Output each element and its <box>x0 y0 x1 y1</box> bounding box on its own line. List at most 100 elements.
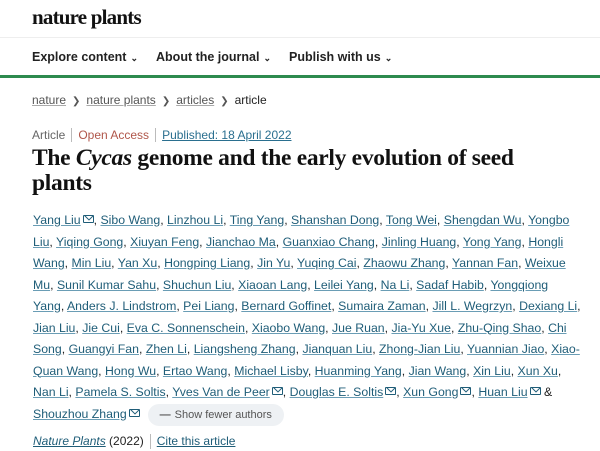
divider <box>149 433 151 449</box>
cite-article-link[interactable]: Cite this article <box>156 434 236 448</box>
author-link[interactable]: Pamela S. Soltis <box>75 385 166 399</box>
author-link[interactable]: Yongbo Liu <box>33 213 570 249</box>
divider <box>71 128 73 142</box>
chevron-down-icon: ⌄ <box>263 52 272 63</box>
author-link[interactable]: Zhong-Jian Liu <box>379 342 461 356</box>
author-link[interactable]: Xun Gong <box>403 385 459 399</box>
mail-icon[interactable] <box>271 387 283 395</box>
breadcrumb: nature ❯ nature plants ❯ articles ❯ article <box>0 78 600 107</box>
chevron-down-icon: ⌄ <box>130 52 139 63</box>
chevron-down-icon: ⌄ <box>384 52 393 63</box>
author-link[interactable]: Shuchun Liu <box>162 277 232 292</box>
mail-icon[interactable] <box>529 387 541 395</box>
author-link[interactable]: Xiaobo Wang <box>251 320 326 335</box>
author-link[interactable]: Yang Liu <box>33 213 81 227</box>
author-link[interactable]: Min Liu <box>71 256 112 270</box>
author-link[interactable]: Leilei Yang <box>314 277 374 292</box>
author-link[interactable]: Sunil Kumar Sahu <box>56 277 157 292</box>
and-separator: & <box>543 385 553 399</box>
author-link[interactable]: Linzhou Li <box>167 213 224 227</box>
author-link[interactable]: Huanming Yang <box>314 363 402 378</box>
author-link[interactable]: Nan Li <box>33 385 69 399</box>
nav-publish-with-us[interactable]: Publish with us ⌄ <box>289 50 392 64</box>
breadcrumb-nature-plants[interactable]: nature plants <box>86 93 156 107</box>
author-link[interactable]: Liangsheng Zhang <box>193 342 296 356</box>
nav-about-journal[interactable]: About the journal ⌄ <box>156 50 271 64</box>
author-link[interactable]: Sadaf Habib <box>416 277 484 292</box>
author-link[interactable]: Sibo Wang <box>100 213 161 227</box>
journal-link[interactable]: Nature Plants <box>33 434 106 448</box>
author-link[interactable]: Jianquan Liu <box>302 342 373 356</box>
author-link[interactable]: Hong Wu <box>105 363 157 378</box>
chevron-right-icon: ❯ <box>161 96 171 107</box>
author-link[interactable]: Yuqing Cai <box>296 256 357 270</box>
breadcrumb-current: article <box>234 93 267 107</box>
author-link[interactable]: Yong Yang <box>462 234 522 249</box>
author-link[interactable]: Shengdan Wu <box>443 213 522 227</box>
author-link[interactable]: Jie Cui <box>82 320 120 335</box>
author-list: Yang Liu, Sibo Wang, Linzhou Li, Ting Ya… <box>0 196 582 426</box>
chevron-right-icon: ❯ <box>220 96 229 107</box>
breadcrumb-nature[interactable]: nature <box>32 93 67 107</box>
article-meta: Article Open Access Published: 18 April … <box>0 107 600 142</box>
author-link[interactable]: Dexiang Li <box>519 299 578 313</box>
author-link[interactable]: Tong Wei <box>385 213 437 227</box>
author-link[interactable]: Hongli Wang <box>33 234 564 271</box>
title-italic: Cycas <box>75 145 132 171</box>
author-link[interactable]: Guangyi Fan <box>68 342 139 356</box>
author-link[interactable]: Pei Liang <box>183 299 235 313</box>
author-link[interactable]: Zhu-Qing Shao <box>457 320 542 335</box>
author-link[interactable]: Chi Song <box>33 320 567 357</box>
author-link[interactable]: Weixue Mu <box>33 256 566 292</box>
author-link[interactable]: Jia-Yu Xue <box>391 320 451 335</box>
author-link[interactable]: Guanxiao Chang <box>282 234 375 249</box>
journal-logo[interactable]: nature plants <box>32 5 142 29</box>
author-link[interactable]: Jin Yu <box>257 256 291 270</box>
author-link[interactable]: Hongping Liang <box>164 256 251 270</box>
title-part: genome and the early evolution of seed p… <box>32 145 514 196</box>
author-link[interactable]: Jian Liu <box>33 320 76 335</box>
citation-line: Nature Plants (2022) Cite this article <box>0 426 600 449</box>
author-link[interactable]: Huan Liu <box>478 385 528 399</box>
author-link[interactable]: Xiaoan Lang <box>238 277 308 292</box>
mail-icon[interactable] <box>128 408 140 417</box>
author-link[interactable]: Jill L. Wegrzyn <box>432 299 513 313</box>
author-link[interactable]: Xin Liu <box>473 363 511 378</box>
author-link[interactable]: Ertao Wang <box>162 363 228 378</box>
author-link[interactable]: Yves Van de Peer <box>172 385 270 399</box>
author-link[interactable]: Zhen Li <box>145 342 187 356</box>
article-title: The Cycas genome and the early evolution… <box>0 142 560 196</box>
author-link[interactable]: Bernard Goffinet <box>241 299 332 313</box>
author-link[interactable]: Yannan Fan <box>451 256 519 270</box>
author-link[interactable]: Ting Yang <box>229 213 285 227</box>
show-fewer-authors-button[interactable]: — Show fewer authors <box>147 403 284 426</box>
author-link[interactable]: Yiqing Gong <box>56 234 124 249</box>
author-link[interactable]: Shanshan Dong <box>291 213 380 227</box>
author-link[interactable]: Xiuyan Feng <box>130 234 200 249</box>
author-link[interactable]: Jianchao Ma <box>206 234 276 249</box>
author-link[interactable]: Yongqiong Yang <box>33 277 549 314</box>
author-link[interactable]: Douglas E. Soltis <box>289 385 384 399</box>
minus-icon: — <box>159 408 171 421</box>
author-link[interactable]: Michael Lisby <box>234 363 308 378</box>
author-link[interactable]: Sumaira Zaman <box>338 299 426 313</box>
author-link[interactable]: Xun Xu <box>517 363 558 378</box>
mail-icon[interactable] <box>82 215 94 223</box>
author-link[interactable]: Na Li <box>380 277 410 292</box>
author-link[interactable]: Jian Wang <box>408 363 467 378</box>
published-date[interactable]: Published: 18 April 2022 <box>162 128 292 142</box>
mail-icon[interactable] <box>460 387 472 395</box>
author-link[interactable]: Yuannian Jiao <box>467 342 545 356</box>
nav-explore-content[interactable]: Explore content ⌄ <box>32 50 138 64</box>
breadcrumb-articles[interactable]: articles <box>176 93 215 107</box>
author-link[interactable]: Jue Ruan <box>332 320 385 335</box>
mail-icon[interactable] <box>385 387 397 395</box>
author-link[interactable]: Xiao-Quan Wang <box>33 342 580 378</box>
nav-label: About the journal <box>156 49 260 64</box>
author-link[interactable]: Yan Xu <box>117 256 158 270</box>
author-link[interactable]: Jinling Huang <box>381 234 457 249</box>
author-link[interactable]: Eva C. Sonnenschein <box>126 320 245 335</box>
author-link[interactable]: Shouzhou Zhang <box>33 406 127 421</box>
author-link[interactable]: Anders J. Lindstrom <box>66 299 177 313</box>
author-link[interactable]: Zhaowu Zhang <box>363 256 446 270</box>
